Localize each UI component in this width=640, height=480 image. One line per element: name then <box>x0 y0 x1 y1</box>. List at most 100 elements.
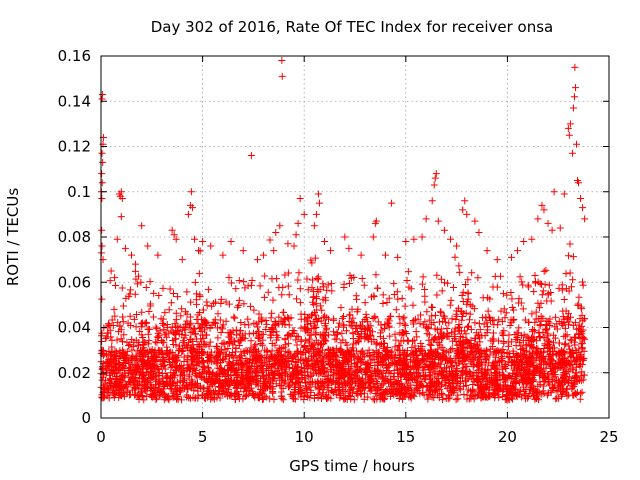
x-tick-label: 5 <box>198 428 208 446</box>
data-point <box>516 273 524 281</box>
data-point <box>340 283 348 291</box>
data-point <box>134 280 142 288</box>
data-point <box>381 251 389 259</box>
data-point <box>535 304 543 312</box>
data-point <box>250 306 258 314</box>
data-point <box>358 274 366 282</box>
data-point <box>110 305 118 313</box>
data-point <box>564 252 572 260</box>
data-point <box>219 251 227 259</box>
data-point <box>239 247 247 255</box>
data-point <box>187 188 195 196</box>
data-point <box>528 310 536 318</box>
data-point <box>412 328 420 336</box>
data-point <box>575 179 583 187</box>
data-point <box>112 282 120 290</box>
data-point <box>227 238 235 246</box>
data-point <box>98 90 106 98</box>
data-point <box>296 285 304 293</box>
data-point <box>436 318 444 326</box>
data-point <box>423 308 431 316</box>
data-point <box>138 222 146 230</box>
data-point <box>438 287 446 295</box>
data-point <box>432 170 440 178</box>
data-point <box>468 269 476 277</box>
y-tick-label: 0.1 <box>67 183 91 201</box>
data-point <box>131 267 139 275</box>
data-point <box>566 120 574 128</box>
data-point <box>471 217 479 225</box>
data-point <box>320 335 328 343</box>
x-tick-label: 20 <box>498 428 517 446</box>
data-point <box>188 204 196 212</box>
data-point <box>460 364 468 372</box>
data-point <box>341 233 349 241</box>
data-point <box>530 326 538 334</box>
data-point <box>255 310 263 318</box>
data-point <box>117 188 125 196</box>
data-point <box>474 274 482 282</box>
data-point <box>260 293 268 301</box>
data-point <box>463 210 471 218</box>
data-point <box>403 379 411 387</box>
data-point <box>545 281 553 289</box>
data-point <box>167 299 175 307</box>
data-point <box>295 269 303 277</box>
data-point <box>475 228 483 236</box>
data-point <box>448 345 456 353</box>
data-point <box>273 275 281 283</box>
data-point <box>132 323 140 331</box>
data-point <box>107 267 115 275</box>
data-point <box>556 224 564 232</box>
data-point <box>571 84 579 92</box>
data-point <box>303 275 311 283</box>
data-point <box>337 304 345 312</box>
data-point <box>563 331 571 339</box>
data-point <box>123 348 131 356</box>
data-point <box>130 315 138 323</box>
data-point <box>205 342 213 350</box>
data-point <box>396 319 404 327</box>
data-point <box>532 308 540 316</box>
data-point <box>530 288 538 296</box>
data-point <box>360 281 368 289</box>
data-point <box>560 190 568 198</box>
data-point <box>98 170 106 178</box>
data-point <box>293 341 301 349</box>
data-point <box>402 238 410 246</box>
data-point <box>144 242 152 250</box>
x-tick-label: 25 <box>599 428 618 446</box>
data-point <box>340 312 348 320</box>
data-point <box>214 334 222 342</box>
data-point <box>276 222 284 230</box>
data-point <box>118 284 126 292</box>
data-point <box>524 283 532 291</box>
data-point <box>462 280 470 288</box>
data-point <box>500 327 508 335</box>
data-point <box>279 308 287 316</box>
data-point <box>119 313 127 321</box>
data-point <box>569 104 577 112</box>
data-point <box>312 210 320 218</box>
data-point <box>172 309 180 317</box>
data-point <box>297 336 305 344</box>
data-point <box>290 242 298 250</box>
data-point <box>581 215 589 223</box>
data-point <box>98 179 106 187</box>
data-point <box>531 271 539 279</box>
data-point <box>309 276 317 284</box>
data-point <box>447 235 455 243</box>
data-point <box>570 93 578 101</box>
data-point <box>560 332 568 340</box>
data-point <box>428 304 436 312</box>
data-point <box>528 235 536 243</box>
data-point <box>349 314 357 322</box>
data-point <box>191 278 199 286</box>
data-point <box>538 291 546 299</box>
data-point <box>117 213 125 221</box>
data-point <box>544 219 552 227</box>
data-point <box>321 312 329 320</box>
data-point <box>391 330 399 338</box>
data-point <box>419 273 427 281</box>
